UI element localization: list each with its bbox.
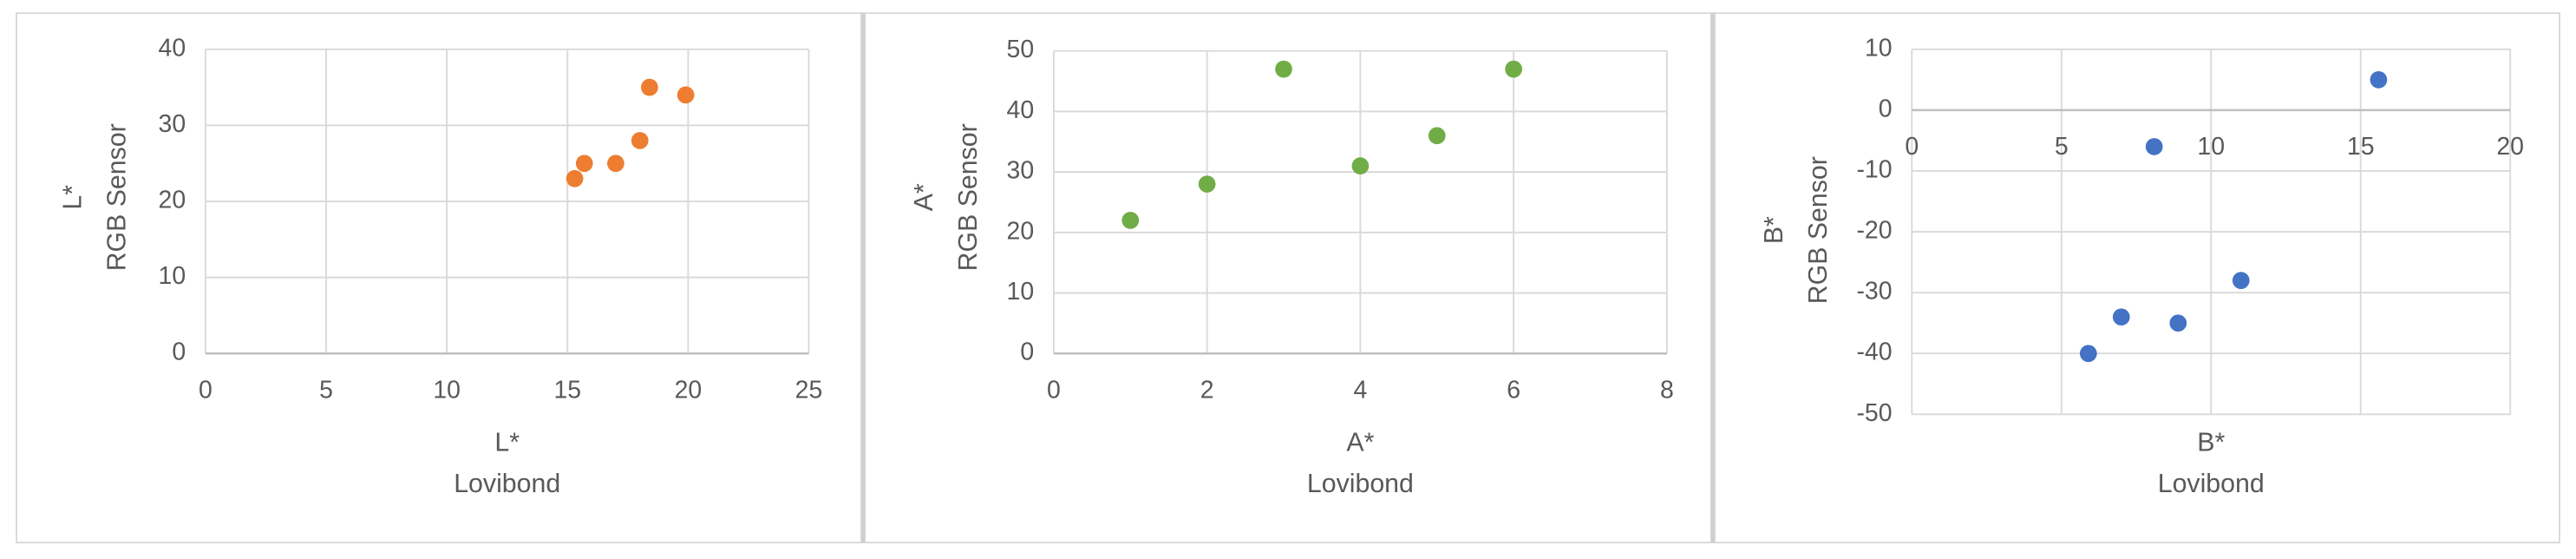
y-tick-label: 10 xyxy=(1865,34,1893,62)
y-tick-label: 30 xyxy=(1007,157,1035,185)
x-axis-title: Lovibond xyxy=(454,470,560,498)
y-tick-label: -20 xyxy=(1856,217,1892,245)
marker xyxy=(1275,60,1292,78)
x-tick-label: 25 xyxy=(795,376,823,404)
x-tick-label: 0 xyxy=(1905,133,1919,161)
y-tick-label: 10 xyxy=(1007,278,1035,306)
y-tick-label: -40 xyxy=(1856,339,1892,366)
marker xyxy=(1428,127,1446,145)
x-axis-title: A* xyxy=(1346,428,1374,457)
x-tick-label: 20 xyxy=(2496,133,2524,161)
x-tick-label: 0 xyxy=(199,376,212,404)
y-axis-title: A* xyxy=(910,183,938,211)
x-tick-label: 0 xyxy=(1047,376,1061,404)
y-tick-label: 20 xyxy=(159,187,186,214)
marker xyxy=(2112,308,2130,326)
y-tick-label: 0 xyxy=(172,339,186,366)
marker xyxy=(566,169,584,187)
marker xyxy=(607,155,624,173)
marker xyxy=(1505,60,1522,78)
x-tick-label: 20 xyxy=(675,376,703,404)
y-tick-label: 20 xyxy=(1007,217,1035,245)
x-axis-title: Lovibond xyxy=(1307,470,1414,498)
y-tick-label: 30 xyxy=(159,110,186,138)
y-tick-label: 40 xyxy=(159,34,186,62)
marker xyxy=(2370,71,2388,89)
y-tick-label: 50 xyxy=(1007,36,1035,63)
x-tick-label: 4 xyxy=(1353,376,1367,404)
marker xyxy=(2232,272,2250,289)
marker xyxy=(2145,138,2163,155)
marker xyxy=(2169,314,2187,332)
y-tick-label: -50 xyxy=(1856,399,1892,427)
y-tick-label: 0 xyxy=(1020,339,1034,366)
marker xyxy=(1351,157,1370,175)
y-axis-title: RGB Sensor xyxy=(102,123,131,271)
y-tick-label: 40 xyxy=(1007,96,1035,124)
x-axis-title: B* xyxy=(2197,428,2225,457)
x-tick-label: 5 xyxy=(2055,133,2069,161)
marker xyxy=(641,78,658,96)
y-tick-label: -10 xyxy=(1856,155,1892,183)
x-tick-label: 2 xyxy=(1200,376,1214,404)
x-tick-label: 8 xyxy=(1660,376,1674,404)
x-tick-label: 6 xyxy=(1507,376,1520,404)
marker xyxy=(575,155,593,173)
y-tick-label: 0 xyxy=(1879,95,1893,122)
frame xyxy=(16,12,2560,544)
marker xyxy=(1198,175,1216,193)
y-tick-label: -30 xyxy=(1856,278,1892,306)
y-tick-label: 10 xyxy=(159,262,186,290)
y-axis-title: L* xyxy=(58,185,87,210)
y-axis-title: RGB Sensor xyxy=(954,123,983,271)
x-tick-label: 15 xyxy=(2347,133,2375,161)
marker xyxy=(2079,345,2097,363)
marker xyxy=(631,132,649,149)
x-tick-label: 10 xyxy=(2197,133,2225,161)
y-axis-title: B* xyxy=(1760,216,1788,244)
marker xyxy=(1121,212,1140,229)
x-tick-label: 10 xyxy=(433,376,461,404)
x-tick-label: 15 xyxy=(553,376,581,404)
x-tick-label: 5 xyxy=(319,376,333,404)
y-axis-title: RGB Sensor xyxy=(1804,156,1833,304)
x-axis-title: Lovibond xyxy=(2158,470,2265,498)
x-axis-title: L* xyxy=(494,428,520,457)
marker xyxy=(677,86,695,104)
